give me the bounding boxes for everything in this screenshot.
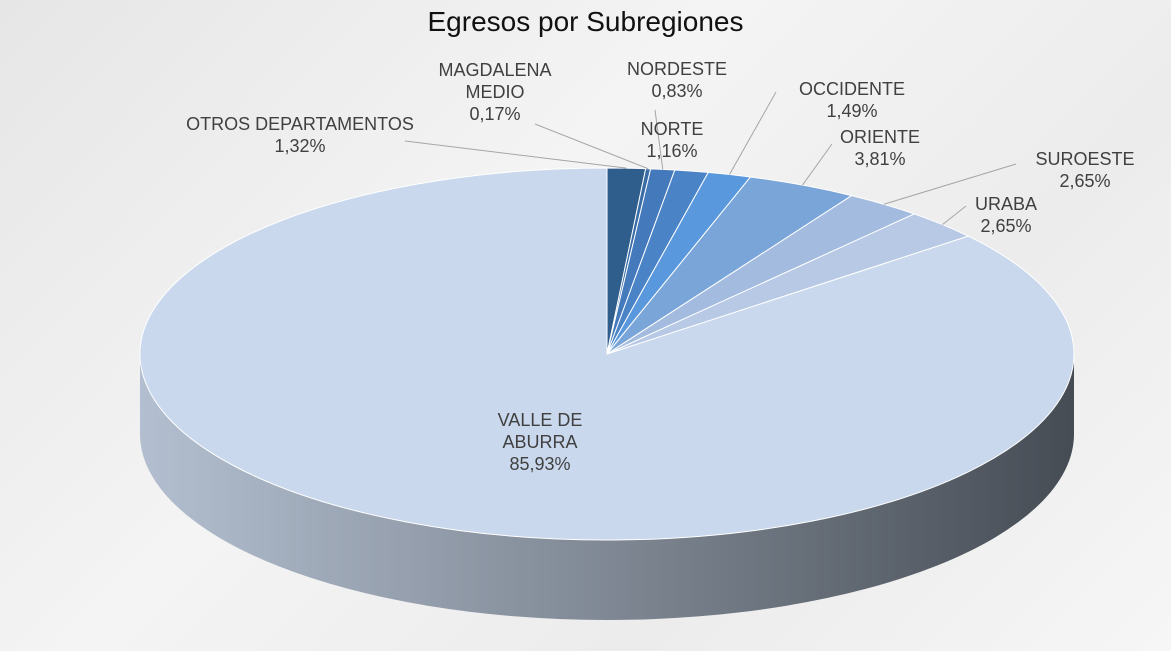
leader-line [942,205,967,225]
pie-slice [139,167,1075,541]
value-label: 0,17% [469,104,521,124]
leader-line [883,163,1017,205]
leader-line [404,140,627,169]
category-label: MAGDALENA MEDIO [438,60,552,102]
category-label: NORDESTE [626,59,727,79]
data-label: OTROS DEPARTAMENTOS 1,32% [185,113,415,157]
data-label: VALLE DE ABURRA 85,93% [465,409,615,475]
leader-line [534,123,649,170]
data-label: NORDESTE 0,83% [617,58,737,102]
category-label: URABA [974,194,1037,214]
value-label: 3,81% [854,149,906,169]
value-label: 1,49% [826,101,878,121]
category-label: SUROESTE [1035,149,1135,169]
chart-title: Egresos por Subregiones [427,6,744,37]
value-label: 1,32% [274,136,326,156]
category-label: OTROS DEPARTAMENTOS [186,114,414,134]
category-label: VALLE DE ABURRA [497,410,583,452]
category-label: OCCIDENTE [798,79,905,99]
pie-side [140,354,1074,620]
value-label: 1,16% [646,141,698,161]
leader-line [802,143,833,186]
leader-line [729,91,777,175]
value-label: 85,93% [509,454,571,474]
value-label: 2,65% [980,216,1032,236]
data-label: URABA 2,65% [956,193,1056,237]
value-label: 2,65% [1059,171,1111,191]
data-label: NORTE 1,16% [622,118,722,162]
category-label: ORIENTE [839,127,920,147]
value-label: 0,83% [651,81,703,101]
data-label: MAGDALENA MEDIO 0,17% [425,59,565,125]
category-label: NORTE [640,119,704,139]
data-label: OCCIDENTE 1,49% [787,78,917,122]
leader-line [654,109,664,170]
data-label: ORIENTE 3,81% [825,126,935,170]
data-label: SUROESTE 2,65% [1020,148,1150,192]
